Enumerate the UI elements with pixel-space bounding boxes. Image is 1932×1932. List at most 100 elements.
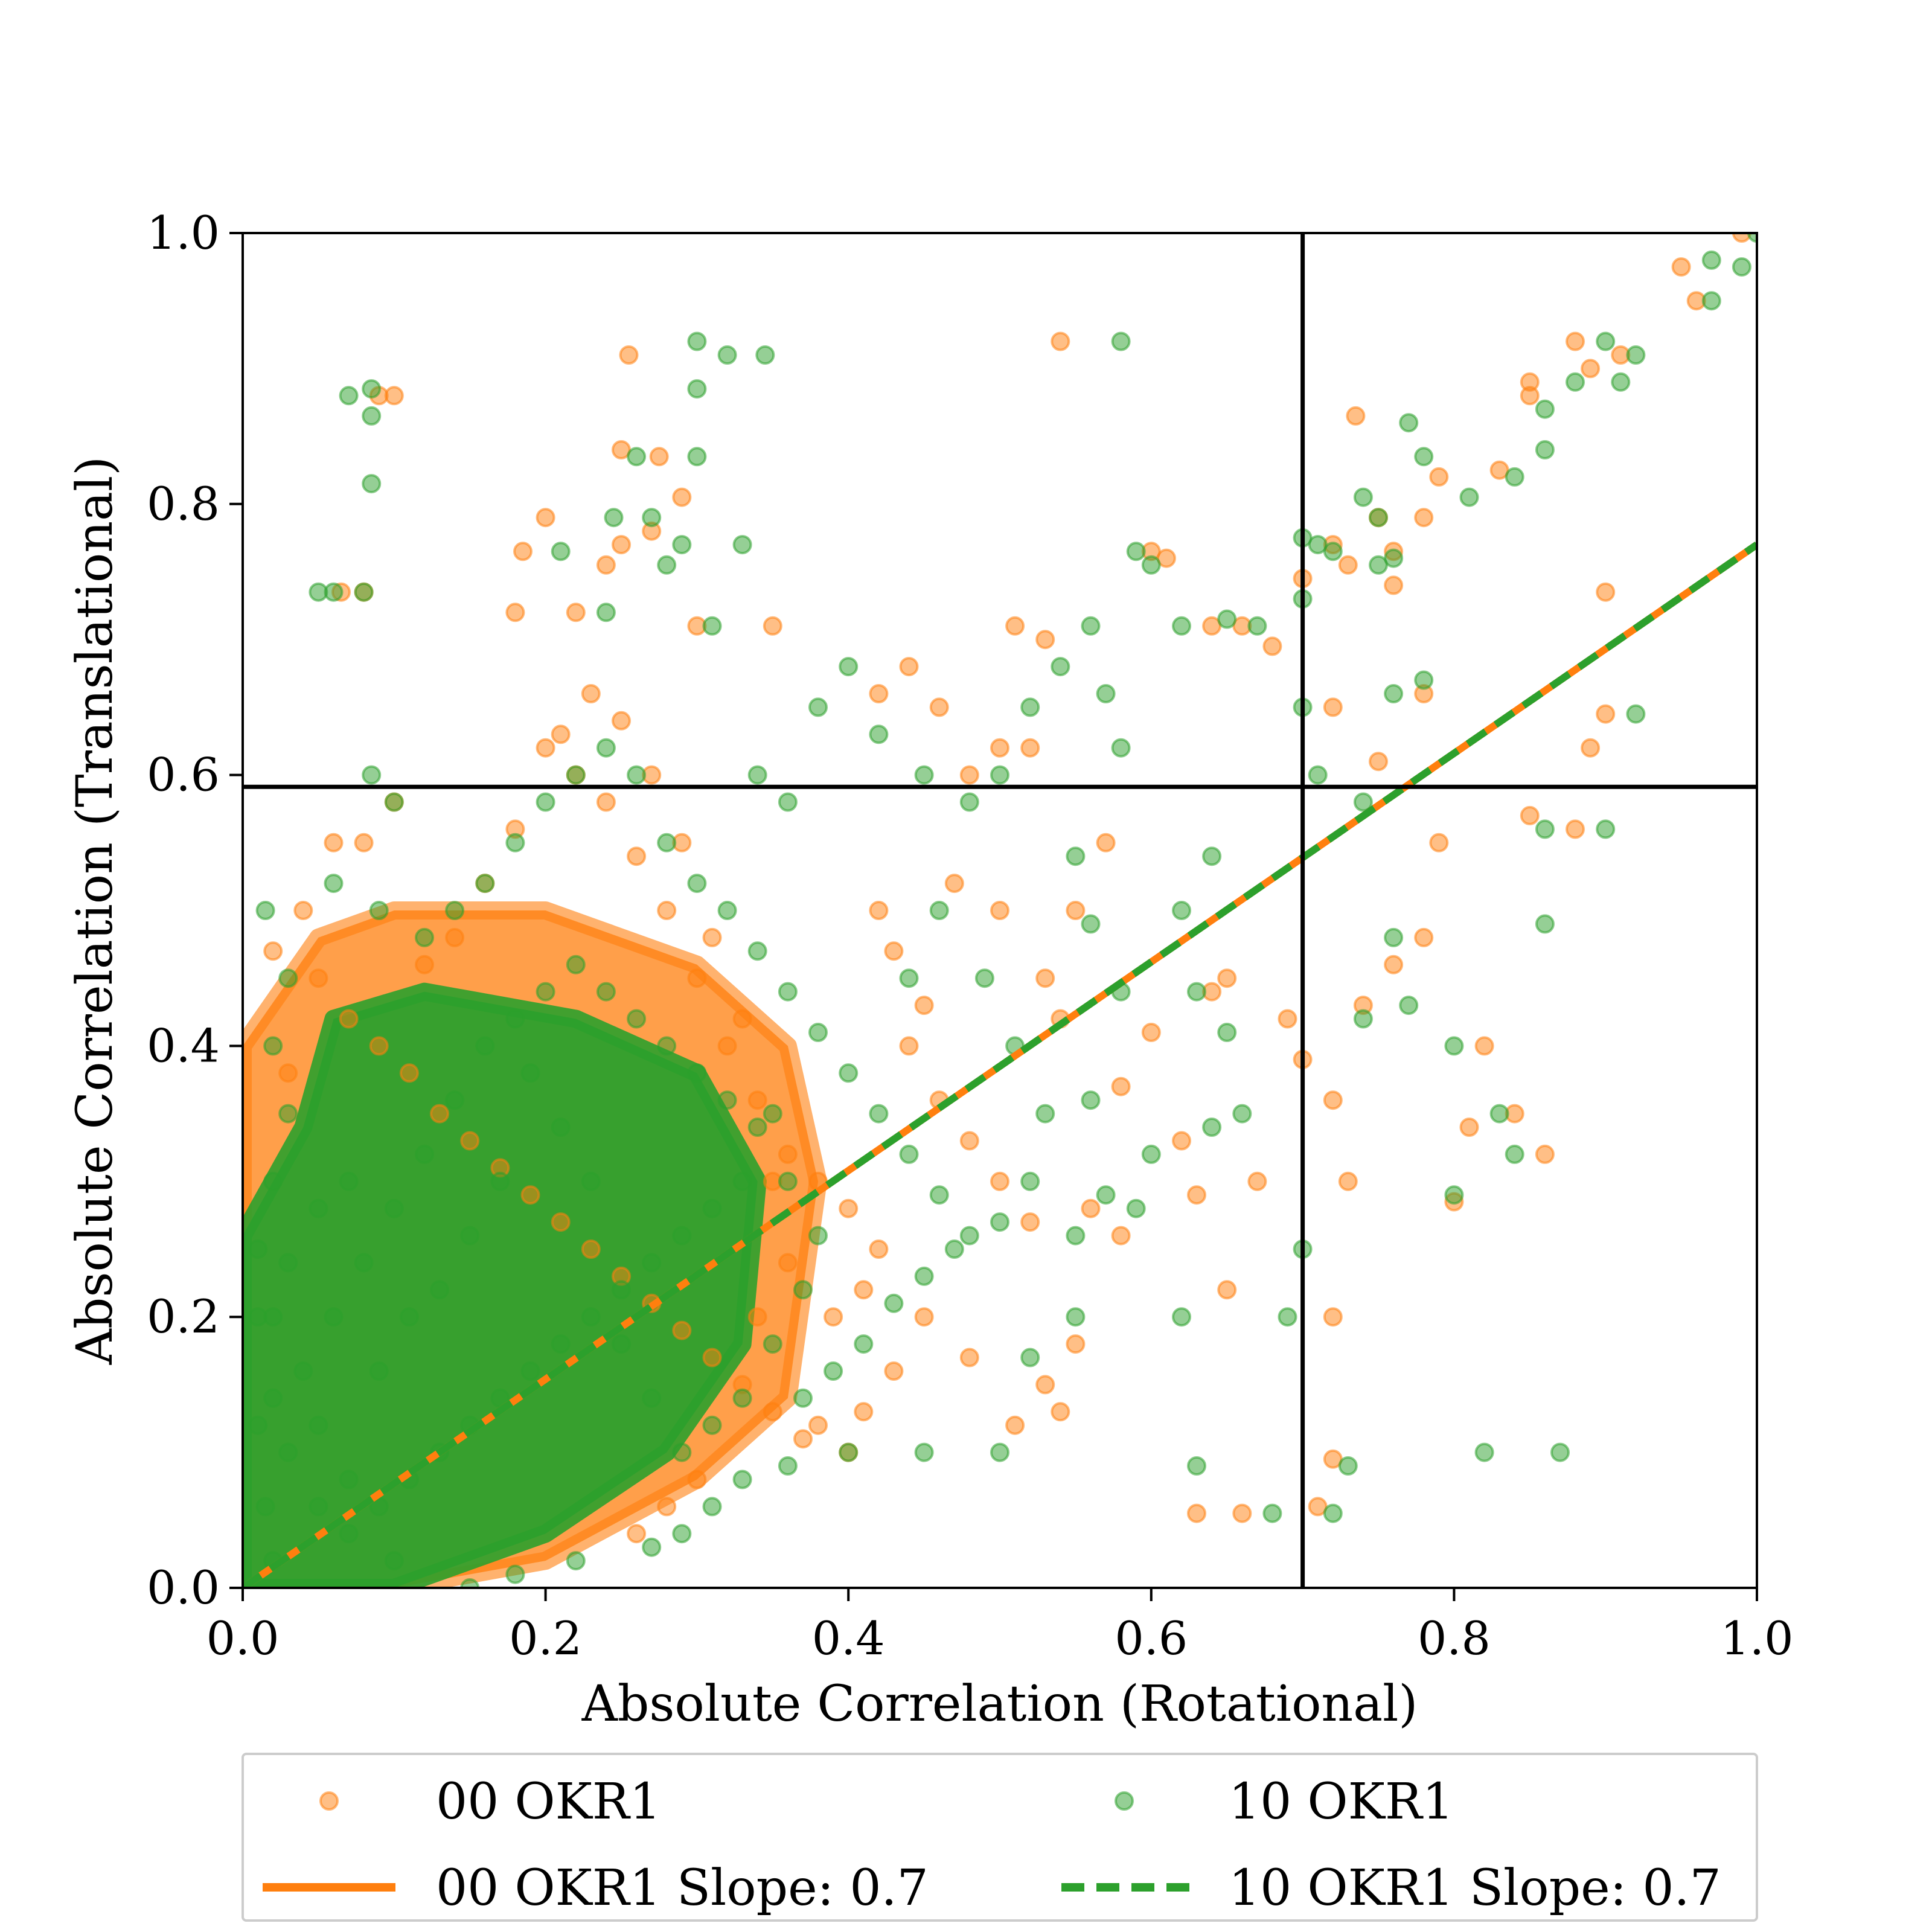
- point-00-okr1: [581, 1239, 601, 1259]
- point-00-okr1: [899, 657, 919, 677]
- x-tick-label: 1.0: [1721, 1611, 1794, 1665]
- point-00-okr1: [1346, 406, 1366, 426]
- point-00-okr1: [1111, 1076, 1131, 1096]
- point-00-okr1: [566, 603, 586, 622]
- point-00-okr1: [581, 684, 601, 703]
- point-10-okr1: [1338, 1456, 1358, 1476]
- point-00-okr1: [1520, 805, 1540, 825]
- point-10-okr1: [362, 406, 382, 426]
- point-10-okr1: [1505, 467, 1524, 487]
- point-00-okr1: [551, 724, 571, 744]
- point-10-okr1: [808, 697, 828, 717]
- dense-regions: [243, 901, 827, 1588]
- point-00-okr1: [1566, 819, 1585, 839]
- point-10-okr1: [1747, 233, 1757, 243]
- point-00-okr1: [596, 792, 616, 812]
- point-10-okr1: [642, 1253, 662, 1273]
- point-10-okr1: [755, 345, 775, 365]
- point-00-okr1: [278, 1063, 298, 1083]
- point-00-okr1: [1111, 1226, 1131, 1246]
- point-00-okr1: [627, 1524, 647, 1544]
- point-00-okr1: [778, 1144, 798, 1164]
- point-10-okr1: [914, 765, 934, 785]
- point-10-okr1: [1474, 1442, 1494, 1462]
- point-10-okr1: [354, 1253, 374, 1273]
- point-10-okr1: [369, 1361, 389, 1381]
- point-10-okr1: [1172, 616, 1191, 636]
- x-tick-label: 0.2: [509, 1611, 582, 1665]
- point-00-okr1: [263, 941, 283, 961]
- point-00-okr1: [505, 603, 525, 622]
- point-00-okr1: [1172, 1131, 1191, 1151]
- point-00-okr1: [1323, 697, 1343, 717]
- point-00-okr1: [1429, 467, 1449, 487]
- point-10-okr1: [1247, 616, 1267, 636]
- point-10-okr1: [475, 1036, 495, 1056]
- point-00-okr1: [649, 447, 669, 467]
- point-10-okr1: [445, 1090, 465, 1110]
- point-10-okr1: [687, 447, 707, 467]
- legend-label-10-okr1-slope: 10 OKR1 Slope: 0.7: [1229, 1860, 1721, 1917]
- x-axis: 0.0 0.2 0.4 0.6 0.8 1.0: [206, 1588, 1794, 1665]
- slope-lines: [243, 542, 1757, 1588]
- point-10-okr1: [1308, 765, 1328, 785]
- point-10-okr1: [944, 1239, 964, 1259]
- point-00-okr1: [1187, 1503, 1206, 1523]
- point-10-okr1: [1550, 1442, 1570, 1462]
- point-10-okr1: [278, 968, 298, 988]
- point-00-okr1: [1429, 833, 1449, 852]
- legend-label-00-okr1: 00 OKR1: [436, 1773, 661, 1831]
- point-00-okr1: [415, 955, 434, 974]
- point-00-okr1: [1338, 1171, 1358, 1191]
- legend-label-10-okr1: 10 OKR1: [1229, 1773, 1454, 1831]
- point-00-okr1: [1005, 616, 1025, 636]
- point-10-okr1: [384, 1551, 404, 1571]
- point-10-okr1: [717, 901, 737, 920]
- point-10-okr1: [808, 1226, 828, 1246]
- y-tick-label: 0.6: [147, 748, 220, 802]
- point-10-okr1: [1081, 1090, 1101, 1110]
- point-00-okr1: [747, 1090, 767, 1110]
- point-00-okr1: [899, 1036, 919, 1056]
- point-10-okr1: [339, 386, 359, 406]
- point-00-okr1: [990, 1171, 1009, 1191]
- point-00-okr1: [619, 345, 639, 365]
- point-10-okr1: [763, 1334, 782, 1354]
- point-10-okr1: [1187, 982, 1206, 1002]
- point-10-okr1: [460, 1226, 480, 1246]
- point-10-okr1: [1020, 1171, 1040, 1191]
- point-10-okr1: [1202, 846, 1222, 866]
- point-10-okr1: [1066, 1307, 1086, 1327]
- point-10-okr1: [255, 901, 275, 920]
- point-10-okr1: [747, 765, 767, 785]
- point-10-okr1: [309, 1198, 328, 1218]
- point-00-okr1: [1459, 1118, 1479, 1137]
- point-10-okr1: [362, 765, 382, 785]
- y-tick-label: 0.2: [147, 1290, 220, 1343]
- point-10-okr1: [808, 1023, 828, 1042]
- point-10-okr1: [581, 1171, 601, 1191]
- point-10-okr1: [1611, 372, 1631, 392]
- point-10-okr1: [1444, 1185, 1464, 1205]
- point-10-okr1: [717, 345, 737, 365]
- point-00-okr1: [1051, 1402, 1070, 1422]
- point-00-okr1: [854, 1402, 874, 1422]
- point-00-okr1: [1414, 508, 1434, 528]
- point-10-okr1: [778, 1456, 798, 1476]
- point-00-okr1: [1020, 1212, 1040, 1232]
- point-00-okr1: [1384, 955, 1404, 974]
- point-10-okr1: [1141, 555, 1161, 575]
- point-10-okr1: [399, 1307, 419, 1327]
- point-00-okr1: [1020, 738, 1040, 758]
- point-00-okr1: [990, 901, 1009, 920]
- point-10-okr1: [255, 1497, 275, 1517]
- point-00-okr1: [1338, 555, 1358, 575]
- point-00-okr1: [1005, 1415, 1025, 1435]
- point-00-okr1: [1096, 833, 1116, 852]
- point-00-okr1: [1323, 1307, 1343, 1327]
- point-00-okr1: [884, 1361, 904, 1381]
- point-10-okr1: [702, 616, 722, 636]
- point-10-okr1: [339, 1171, 359, 1191]
- point-10-okr1: [642, 508, 662, 528]
- point-10-okr1: [278, 1442, 298, 1462]
